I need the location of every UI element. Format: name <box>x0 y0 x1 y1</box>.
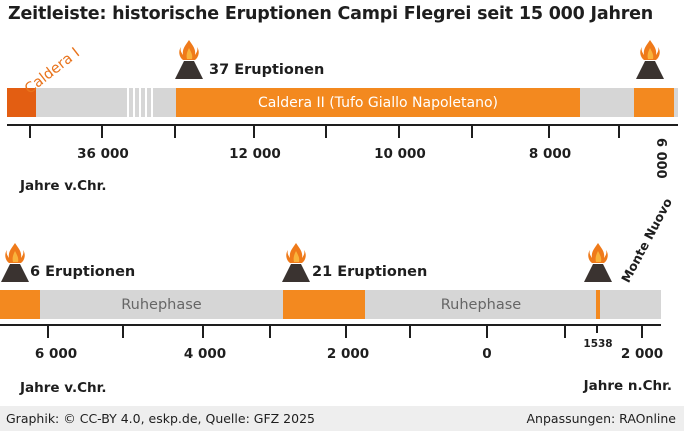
credit-text: Graphik: © CC-BY 4.0, eskp.de, Quelle: G… <box>6 411 315 426</box>
axis-tick <box>47 324 49 338</box>
era-label-ad: Jahre n.Chr. <box>583 378 672 394</box>
caldera1-segment <box>7 88 36 117</box>
era-label-bc: Jahre v.Chr. <box>20 178 107 194</box>
axis-tick <box>29 124 31 138</box>
axis-tick-label: 36 000 <box>77 146 129 162</box>
axis-tick <box>269 324 271 338</box>
time-axis-row1 <box>7 124 678 126</box>
axis-tick <box>409 324 411 338</box>
monte-nuovo-label: Monte Nuovo <box>618 195 676 286</box>
axis-tick-1538 <box>596 324 598 333</box>
axis-tick <box>486 324 488 338</box>
axis-tick-label: 2 000 <box>326 346 370 362</box>
eruption-segment <box>0 290 40 319</box>
axis-tick-label: 12 000 <box>229 146 281 162</box>
axis-tick-label: 0 <box>482 346 492 362</box>
monte-nuovo-year-label: 1538 <box>583 338 613 350</box>
axis-tick <box>618 124 620 138</box>
quiet-phase-label: Ruhephase <box>440 296 522 313</box>
axis-tick <box>122 324 124 338</box>
axis-tick-label: 4 000 <box>183 346 227 362</box>
page-title: Zeitleiste: historische Eruptionen Campi… <box>8 4 654 24</box>
axis-tick <box>174 124 176 138</box>
axis-tick-label: 6 000 <box>653 138 668 179</box>
axis-tick <box>253 124 255 138</box>
axis-tick-label: 8 000 <box>528 146 572 162</box>
axis-tick <box>548 124 550 138</box>
era-label-bc: Jahre v.Chr. <box>20 380 107 396</box>
eruption-count-label: 37 Eruptionen <box>209 62 325 78</box>
volcano-icon <box>282 243 310 282</box>
eruption-segment <box>283 290 365 319</box>
timeline-break-stripe <box>151 88 153 117</box>
quiet-phase-label: Ruhephase <box>121 296 202 313</box>
volcano-icon <box>1 243 29 282</box>
timeline-break-stripe <box>145 88 147 117</box>
caldera2-label: Caldera II (Tufo Giallo Napoletano) <box>257 94 499 111</box>
eruption-count-label: 21 Eruptionen <box>312 264 428 280</box>
axis-tick <box>202 324 204 338</box>
axis-tick <box>398 124 400 138</box>
eruption-segment <box>634 88 674 117</box>
eruption-count-label: 6 Eruptionen <box>30 264 136 280</box>
axis-tick <box>471 124 473 138</box>
axis-tick <box>345 324 347 338</box>
axis-tick <box>564 324 566 338</box>
axis-tick <box>325 124 327 138</box>
timeline-break-stripe <box>133 88 135 117</box>
caldera2-segment <box>176 88 580 117</box>
volcano-icon <box>175 40 203 79</box>
monte-nuovo-segment <box>596 290 600 319</box>
adaptation-text: Anpassungen: RAOnline <box>526 411 677 426</box>
axis-tick <box>101 124 103 138</box>
axis-tick-label: 2 000 <box>620 346 664 362</box>
volcano-icon <box>636 40 664 79</box>
volcano-icon <box>584 243 612 282</box>
timeline-break-stripe <box>139 88 141 117</box>
axis-tick-label: 10 000 <box>374 146 426 162</box>
timeline-break-stripe <box>127 88 129 117</box>
time-axis-row2 <box>0 324 661 326</box>
axis-tick-label: 6 000 <box>34 346 78 362</box>
axis-tick <box>641 324 643 338</box>
footer: Graphik: © CC-BY 4.0, eskp.de, Quelle: G… <box>0 406 684 431</box>
